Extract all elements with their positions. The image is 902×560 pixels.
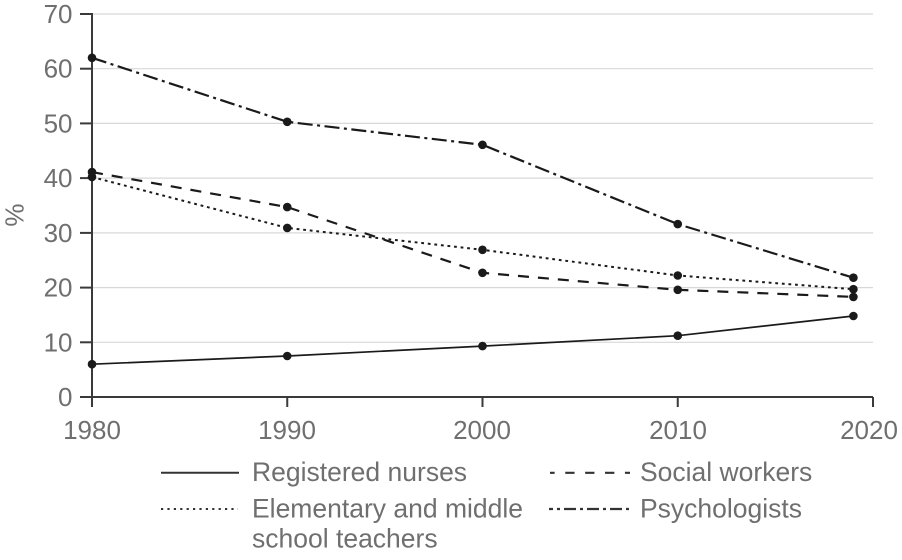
svg-text:2020: 2020: [840, 415, 898, 445]
svg-text:2010: 2010: [649, 415, 707, 445]
svg-text:50: 50: [44, 108, 73, 138]
svg-text:Psychologists: Psychologists: [640, 494, 802, 524]
svg-text:Registered nurses: Registered nurses: [252, 457, 467, 487]
svg-text:20: 20: [44, 273, 73, 303]
svg-text:40: 40: [44, 163, 73, 193]
svg-text:30: 30: [44, 218, 73, 248]
svg-text:1980: 1980: [63, 415, 121, 445]
svg-text:60: 60: [44, 54, 73, 84]
svg-text:1990: 1990: [258, 415, 316, 445]
svg-text:0: 0: [58, 382, 72, 412]
svg-text:Elementary and middle: Elementary and middle: [252, 494, 523, 524]
svg-text:%: %: [0, 203, 30, 226]
svg-text:10: 10: [44, 327, 73, 357]
svg-text:2000: 2000: [453, 415, 511, 445]
svg-text:school teachers: school teachers: [252, 524, 438, 554]
svg-text:70: 70: [44, 0, 73, 29]
svg-text:Social workers: Social workers: [640, 457, 812, 487]
